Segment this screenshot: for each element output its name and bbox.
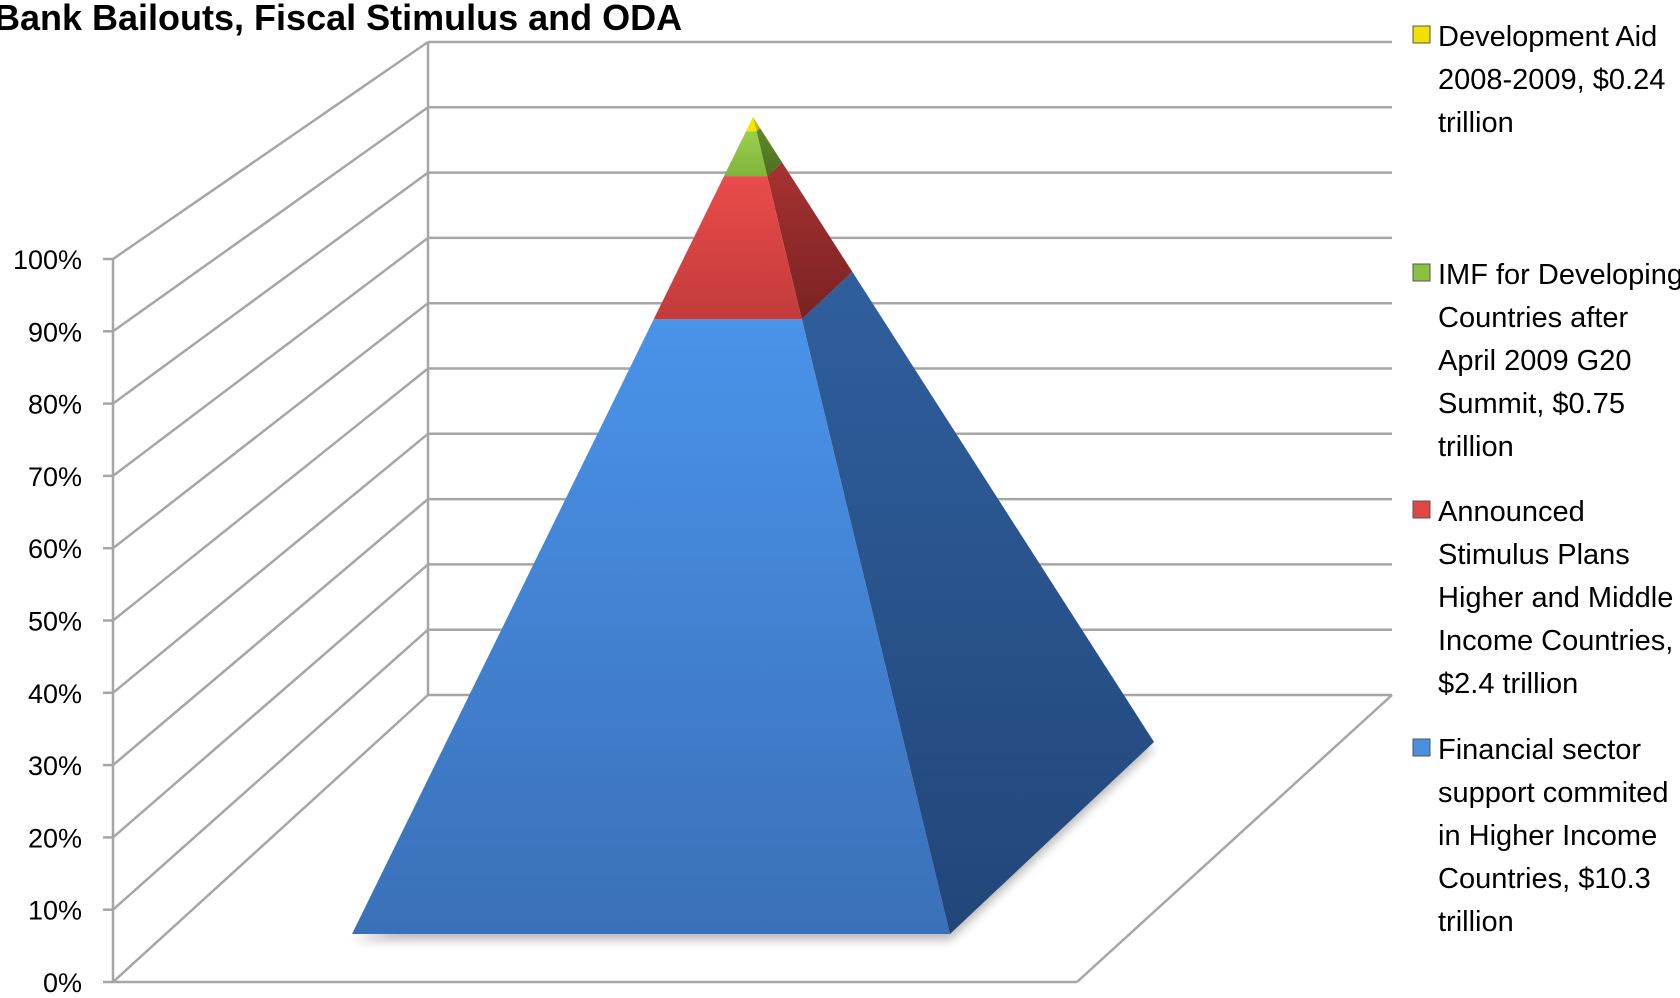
legend-label-line: Financial sector	[1438, 734, 1641, 766]
y-tick-label: 30%	[28, 751, 82, 781]
legend-swatch-3	[1412, 500, 1431, 519]
legend-label-line: Countries, $10.3	[1438, 863, 1651, 895]
y-tick-label: 10%	[28, 896, 82, 926]
pyramid-segment-side-1	[801, 271, 1154, 934]
pyramid-segment-side-4	[753, 117, 760, 132]
gridline-side-20%	[112, 563, 429, 839]
gridline-side-90%	[112, 106, 429, 333]
gridline-side-80%	[112, 171, 429, 405]
y-tick-label: 60%	[28, 534, 82, 564]
legend: Development Aid 2008-2009, $0.24 trillion I…	[1412, 21, 1680, 938]
legend-label-line: $2.4 trillion	[1438, 668, 1578, 700]
y-tick-label: 20%	[28, 823, 82, 853]
y-tick-label: 90%	[28, 317, 82, 347]
legend-label-line: 2008-2009, $0.24	[1438, 64, 1665, 96]
pyramid-plot	[352, 117, 1154, 940]
legend-label-line: support commited	[1438, 777, 1669, 809]
pyramid-segment-side-2	[767, 162, 853, 320]
legend-label-line: Higher and Middle	[1438, 582, 1673, 614]
legend-label-line: Stimulus Plans	[1438, 539, 1630, 571]
gridline-side-40%	[112, 432, 429, 694]
gridline-side-100%	[112, 40, 429, 261]
gridline-side-60%	[112, 302, 429, 550]
gridline-side-0%	[112, 694, 429, 983]
pyramid-segment-front-4	[746, 117, 757, 132]
pyramid-segment-front-1	[352, 319, 950, 934]
legend-swatch-1	[1412, 25, 1431, 44]
y-axis-ticks: 0% 10% 20% 30% 40% 50% 60% 70% 80% 90% 100%	[13, 245, 113, 998]
gridline-side-50%	[112, 367, 429, 622]
y-tick-label: 0%	[43, 968, 82, 998]
legend-swatch-2	[1412, 263, 1431, 282]
legend-label-line: Countries after	[1438, 302, 1629, 334]
legend-label-line: Development Aid	[1438, 21, 1657, 53]
y-tick-label: 100%	[13, 245, 82, 275]
legend-swatch-4	[1412, 738, 1431, 757]
legend-label-line: Income Countries,	[1438, 625, 1673, 657]
y-tick-label: 40%	[28, 679, 82, 709]
pyramid-segment-side-3	[756, 128, 782, 177]
pyramid-segment-front-2	[653, 176, 802, 320]
legend-label-line: trillion	[1438, 906, 1514, 938]
y-tick-label: 80%	[28, 390, 82, 420]
legend-label-line: in Higher Income	[1438, 820, 1657, 852]
chart-title: Bank Bailouts, Fiscal Stimulus and ODA	[0, 0, 682, 38]
gridline-side-10%	[112, 628, 429, 911]
legend-label-line: Summit, $0.75	[1438, 388, 1625, 420]
y-tick-label: 50%	[28, 607, 82, 637]
chart-walls	[111, 40, 1393, 984]
legend-label-line: Announced	[1438, 496, 1585, 528]
gridline-side-70%	[112, 236, 429, 477]
chart-title-group: Bank Bailouts, Fiscal Stimulus and ODA	[0, 0, 682, 38]
y-tick-label: 70%	[28, 462, 82, 492]
legend-label-line: April 2009 G20	[1438, 345, 1631, 377]
legend-label-line: trillion	[1438, 431, 1514, 463]
legend-label-line: IMF for Developing	[1438, 259, 1680, 291]
pyramid-segment-front-3	[724, 131, 768, 177]
gridline-side-30%	[112, 498, 429, 767]
floor-right-edge	[1076, 694, 1393, 983]
legend-label-line: trillion	[1438, 107, 1514, 139]
